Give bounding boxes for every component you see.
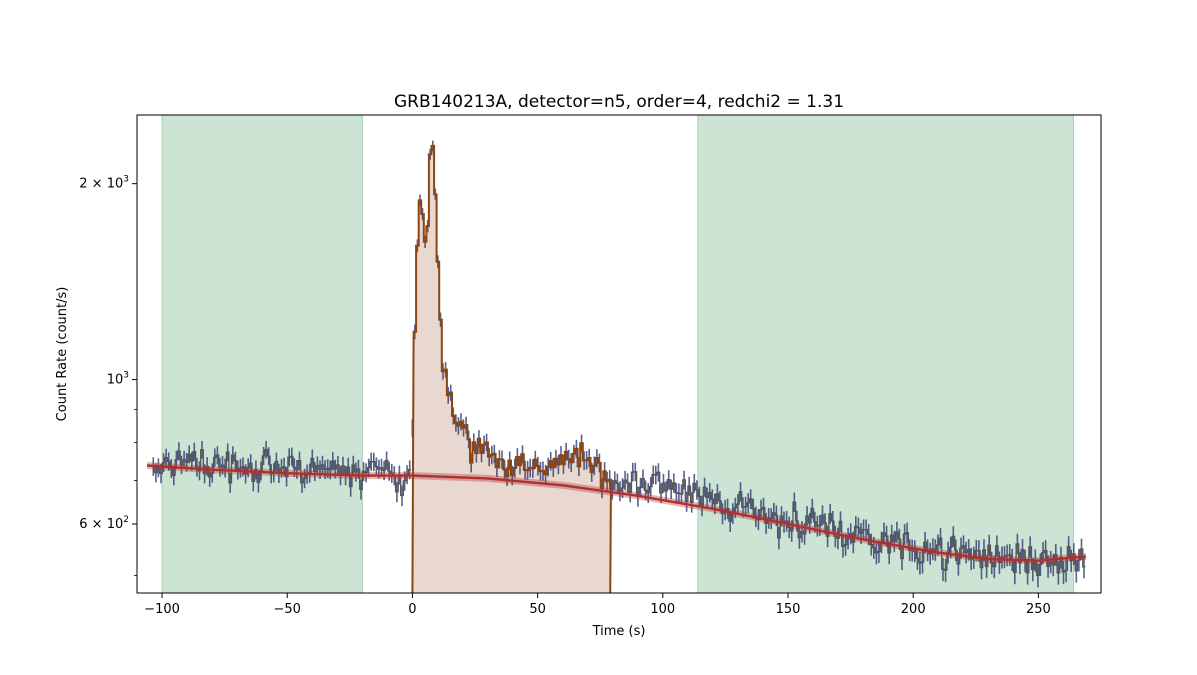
source-interval-fill [412,145,611,593]
light-curve-pre-source [152,448,411,497]
plot-frame [136,114,1102,594]
x-tick-label: 150 [776,602,801,617]
light-curve-source-interval [411,144,613,594]
y-tick-label: 103 [107,371,129,388]
background-interval-2 [697,114,1074,594]
chart-title: GRB140213A, detector=n5, order=4, redchi… [394,92,844,112]
light-curve-post-source [611,471,1086,577]
light-curve-series [152,140,1086,594]
x-tick-label: 100 [650,602,675,617]
y-axis-label: Count Rate (count/s) [55,287,70,422]
y-tick-label: 6 × 102 [79,515,129,532]
x-tick-label: 200 [901,602,926,617]
x-axis-label: Time (s) [592,624,646,639]
source-interval [412,145,611,593]
background-fit-line [146,464,1087,562]
y-tick-label: 2 × 103 [79,175,129,192]
background-fit-series [146,462,1087,565]
background-interval-1 [161,114,363,594]
x-tick-label: −50 [274,602,301,617]
x-tick-label: 250 [1026,602,1051,617]
x-tick-label: 0 [408,602,416,617]
x-axis-ticks: −100 −50 0 50 100 150 200 250 [144,593,1051,617]
x-tick-label: 50 [529,602,546,617]
y-axis-ticks: 6 × 102 103 2 × 103 [79,175,137,576]
x-tick-label: −100 [144,602,180,617]
background-intervals [161,114,1074,594]
